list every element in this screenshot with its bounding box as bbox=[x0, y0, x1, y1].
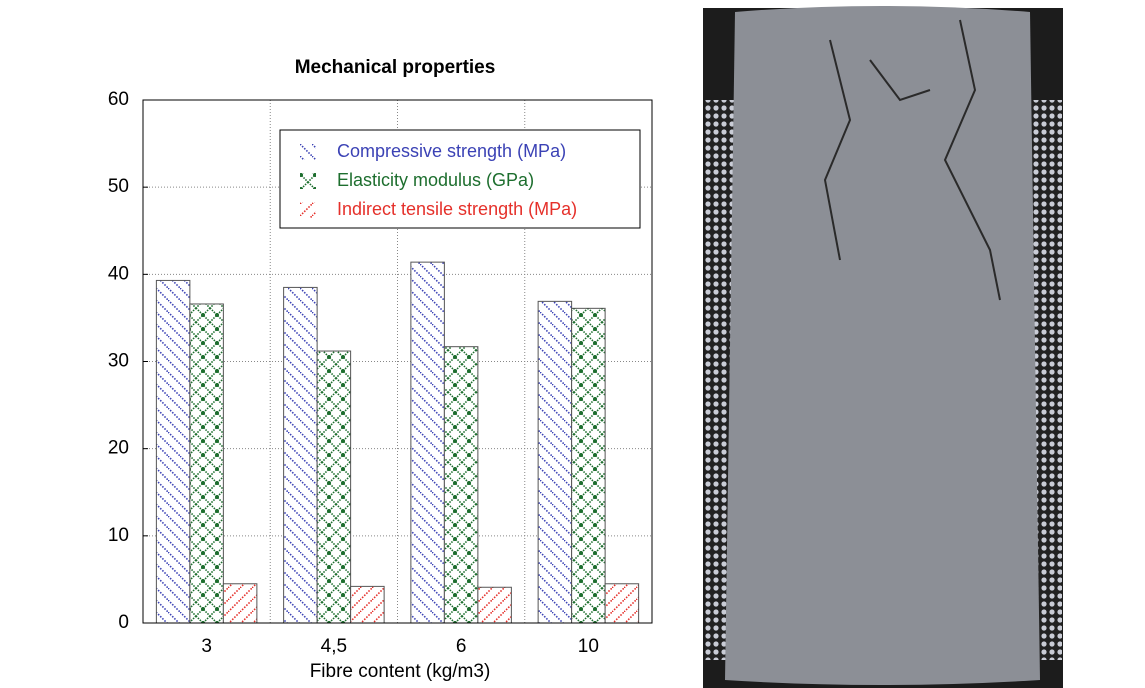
legend-swatch bbox=[300, 173, 316, 189]
y-tick-label: 20 bbox=[108, 438, 129, 459]
legend-label: Elasticity modulus (GPa) bbox=[337, 170, 534, 190]
plot-frame bbox=[142, 99, 653, 624]
legend-swatch bbox=[300, 202, 316, 218]
crack bbox=[823, 19, 1001, 301]
x-tick-label: 3 bbox=[201, 636, 212, 657]
x-tick-label: 6 bbox=[456, 636, 467, 657]
bar bbox=[316, 350, 352, 624]
x-axis-label: Fibre content (kg/m3) bbox=[310, 661, 491, 682]
bar bbox=[604, 583, 640, 624]
concrete-cylinder bbox=[725, 6, 1040, 685]
bar bbox=[410, 261, 445, 624]
legend-swatch bbox=[300, 144, 316, 160]
y-tick-label: 30 bbox=[108, 351, 129, 372]
bar bbox=[443, 346, 479, 624]
bar bbox=[222, 583, 258, 624]
legend-box bbox=[279, 129, 641, 229]
photo bbox=[703, 6, 1063, 688]
y-tick-label: 50 bbox=[108, 176, 129, 197]
bar bbox=[571, 307, 606, 624]
x-tick-label: 10 bbox=[578, 636, 599, 657]
bar bbox=[283, 286, 318, 624]
bar bbox=[537, 300, 573, 624]
legend-label: Indirect tensile strength (MPa) bbox=[337, 199, 577, 219]
y-tick-label: 10 bbox=[108, 525, 129, 546]
bar bbox=[189, 303, 224, 624]
bar bbox=[155, 279, 191, 624]
y-tick-label: 40 bbox=[108, 263, 129, 284]
chart-title: Mechanical properties bbox=[295, 57, 496, 78]
legend-label: Compressive strength (MPa) bbox=[337, 141, 566, 161]
chart: Mechanical properties Fibre content (kg/… bbox=[108, 57, 653, 682]
x-tick-label: 4,5 bbox=[321, 636, 347, 657]
bar bbox=[350, 585, 385, 624]
y-tick-label: 60 bbox=[108, 89, 129, 110]
bar bbox=[477, 586, 512, 624]
y-tick-label: 0 bbox=[118, 612, 129, 633]
